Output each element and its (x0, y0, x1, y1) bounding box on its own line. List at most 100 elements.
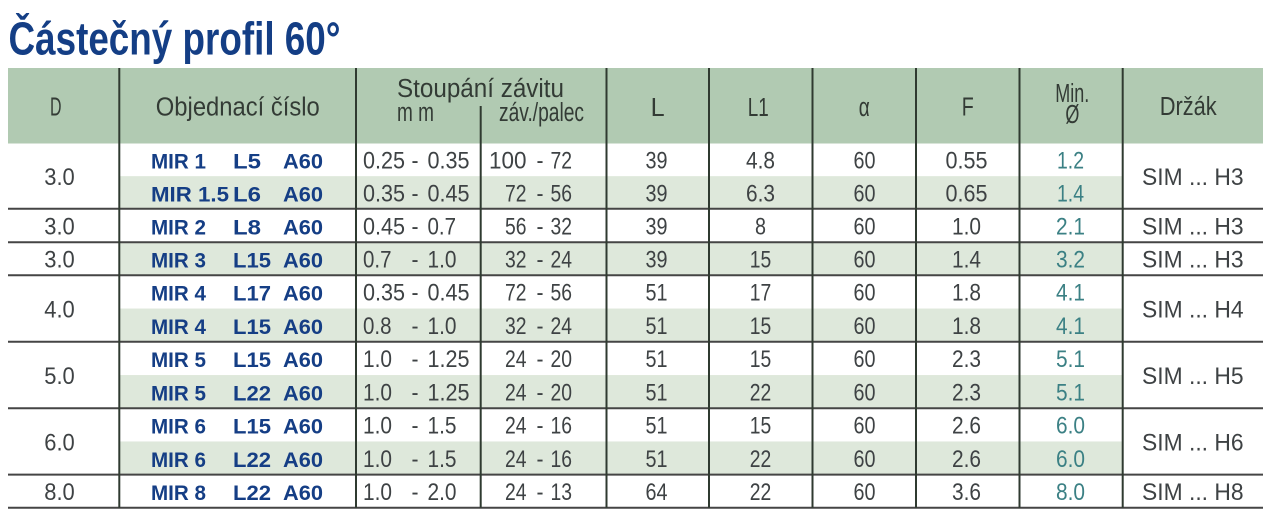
svg-text:56: 56 (551, 280, 573, 307)
svg-text:24: 24 (505, 380, 527, 407)
svg-text:15: 15 (750, 413, 772, 440)
svg-text:1.4: 1.4 (952, 247, 981, 274)
svg-text:L8: L8 (233, 215, 261, 239)
svg-text:MIR 5: MIR 5 (151, 348, 206, 372)
svg-text:L5: L5 (233, 150, 261, 174)
svg-text:51: 51 (646, 346, 668, 373)
svg-text:-: - (537, 280, 544, 307)
svg-text:-: - (412, 280, 419, 307)
svg-text:MIR 1.5: MIR 1.5 (151, 182, 229, 206)
svg-text:1.5: 1.5 (428, 446, 457, 473)
svg-text:6.0: 6.0 (44, 429, 75, 456)
svg-text:-: - (412, 479, 419, 506)
svg-text:1.2: 1.2 (1057, 148, 1084, 175)
svg-text:1.0: 1.0 (363, 413, 392, 440)
svg-text:SIM ... H4: SIM ... H4 (1142, 296, 1244, 323)
svg-text:39: 39 (646, 180, 668, 207)
svg-text:24: 24 (505, 446, 527, 473)
svg-text:-: - (412, 413, 419, 440)
svg-text:D: D (50, 94, 62, 122)
svg-text:MIR 6: MIR 6 (151, 415, 206, 439)
svg-text:-: - (537, 313, 544, 340)
svg-text:2.6: 2.6 (952, 413, 981, 440)
svg-text:1.25: 1.25 (428, 346, 470, 373)
svg-text:A60: A60 (283, 382, 323, 406)
svg-text:MIR 1: MIR 1 (151, 150, 206, 174)
svg-text:0.55: 0.55 (946, 148, 988, 175)
svg-text:L15: L15 (233, 315, 271, 339)
svg-text:Stoupání závitu: Stoupání závitu (397, 75, 564, 103)
svg-text:-: - (537, 413, 544, 440)
svg-text:Ø: Ø (1065, 101, 1079, 129)
svg-text:MIR 4: MIR 4 (151, 315, 206, 339)
svg-text:L15: L15 (233, 415, 271, 439)
svg-text:13: 13 (551, 479, 573, 506)
svg-text:-: - (412, 446, 419, 473)
svg-text:20: 20 (551, 380, 573, 407)
svg-text:72: 72 (505, 280, 527, 307)
svg-text:60: 60 (854, 280, 876, 307)
svg-text:F: F (962, 94, 974, 122)
svg-text:22: 22 (750, 446, 772, 473)
svg-text:MIR 8: MIR 8 (151, 481, 206, 505)
svg-text:2.3: 2.3 (952, 380, 981, 407)
svg-text:záv./palec: záv./palec (499, 99, 584, 127)
svg-text:32: 32 (505, 247, 527, 274)
svg-text:8.0: 8.0 (1056, 479, 1085, 506)
svg-text:64: 64 (646, 479, 668, 506)
svg-text:0.45: 0.45 (428, 180, 470, 207)
svg-text:22: 22 (750, 380, 772, 407)
svg-text:3.6: 3.6 (952, 479, 981, 506)
svg-text:1.0: 1.0 (363, 446, 392, 473)
svg-text:0.7: 0.7 (363, 247, 392, 274)
svg-text:24: 24 (551, 247, 573, 274)
svg-text:-: - (537, 148, 544, 175)
svg-text:-: - (537, 346, 544, 373)
svg-text:A60: A60 (283, 481, 323, 505)
svg-text:60: 60 (854, 413, 876, 440)
svg-text:MIR 5: MIR 5 (151, 382, 206, 406)
svg-text:20: 20 (551, 346, 573, 373)
svg-text:4.8: 4.8 (746, 148, 775, 175)
svg-text:15: 15 (750, 313, 772, 340)
svg-text:56: 56 (505, 213, 527, 240)
svg-text:-: - (412, 313, 419, 340)
svg-text:60: 60 (854, 247, 876, 274)
svg-text:A60: A60 (283, 150, 323, 174)
svg-text:72: 72 (551, 148, 573, 175)
svg-text:1.5: 1.5 (428, 413, 457, 440)
svg-text:L1: L1 (748, 94, 769, 122)
svg-text:3.0: 3.0 (44, 164, 75, 191)
svg-text:SIM ... H8: SIM ... H8 (1142, 479, 1244, 506)
svg-text:8.0: 8.0 (44, 479, 75, 506)
svg-text:60: 60 (854, 148, 876, 175)
svg-text:SIM ... H5: SIM ... H5 (1142, 363, 1244, 390)
svg-text:0.25: 0.25 (363, 148, 405, 175)
svg-text:16: 16 (551, 413, 573, 440)
svg-text:1.0: 1.0 (952, 213, 981, 240)
svg-text:-: - (537, 213, 544, 240)
svg-text:2.3: 2.3 (952, 346, 981, 373)
svg-text:2.6: 2.6 (952, 446, 981, 473)
svg-text:3.2: 3.2 (1056, 247, 1085, 274)
svg-text:1.0: 1.0 (363, 346, 392, 373)
svg-text:4.0: 4.0 (44, 296, 75, 323)
svg-text:-: - (412, 247, 419, 274)
svg-text:0.45: 0.45 (363, 213, 405, 240)
svg-text:L22: L22 (233, 481, 271, 505)
svg-text:A60: A60 (283, 249, 323, 273)
svg-text:8: 8 (755, 213, 766, 240)
svg-text:0.45: 0.45 (428, 280, 470, 307)
svg-text:SIM ... H3: SIM ... H3 (1142, 164, 1244, 191)
svg-text:6.0: 6.0 (1056, 446, 1085, 473)
svg-text:Min.: Min. (1055, 80, 1089, 108)
svg-text:15: 15 (750, 346, 772, 373)
svg-text:60: 60 (854, 213, 876, 240)
svg-text:5.1: 5.1 (1056, 346, 1085, 373)
svg-text:-: - (412, 346, 419, 373)
svg-text:L6: L6 (233, 182, 261, 206)
svg-text:22: 22 (750, 479, 772, 506)
svg-text:L15: L15 (233, 348, 271, 372)
svg-text:60: 60 (854, 380, 876, 407)
svg-text:24: 24 (551, 313, 573, 340)
